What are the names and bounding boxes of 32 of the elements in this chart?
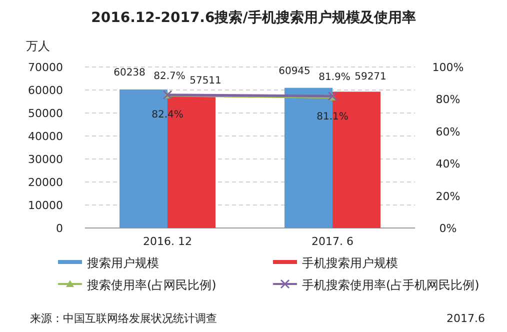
y2-tick-label: 40% xyxy=(436,158,460,171)
data-label: 60945 xyxy=(278,66,310,77)
legend-label: 手机搜索使用率(占手机网民比例) xyxy=(302,278,480,292)
legend-label: 搜索使用率(占网民比例) xyxy=(87,278,216,292)
y2-tick-label: 20% xyxy=(436,190,460,203)
legend-label: 手机搜索用户规模 xyxy=(302,256,398,270)
y2-tick-label: 60% xyxy=(436,125,460,138)
y-tick-label: 50000 xyxy=(28,107,63,120)
data-label: 57511 xyxy=(190,76,222,87)
text: 2017.6 xyxy=(446,312,485,325)
y-tick-label: 0 xyxy=(56,222,63,235)
x-tick-label: 2016. 12 xyxy=(143,235,192,248)
legend-label: 搜索用户规模 xyxy=(87,256,159,270)
y-axis-title: 万人 xyxy=(26,39,50,53)
data-label: 82.7% xyxy=(154,70,186,82)
y-tick-label: 70000 xyxy=(28,61,63,74)
y2-tick-label: 80% xyxy=(436,93,460,106)
y-tick-label: 40000 xyxy=(28,130,63,143)
y-tick-label: 10000 xyxy=(28,199,63,212)
chart-title: 2016.12-2017.6搜索/手机搜索用户规模及使用率 xyxy=(91,9,416,26)
y2-tick-label: 100% xyxy=(432,61,464,74)
data-label: 81.9% xyxy=(318,72,350,84)
y-tick-label: 30000 xyxy=(28,153,63,166)
data-label: 82.4% xyxy=(152,109,184,120)
x-tick-label: 2017. 6 xyxy=(312,235,354,248)
y-tick-label: 20000 xyxy=(28,176,63,189)
data-label: 59271 xyxy=(354,72,386,83)
source-note: 来源：中国互联网络发展状况统计调查 xyxy=(30,312,217,325)
data-label: 60238 xyxy=(114,67,146,78)
y2-tick-label: 0% xyxy=(439,222,457,235)
data-label: 81.1% xyxy=(316,111,348,122)
y-tick-label: 60000 xyxy=(28,84,63,97)
